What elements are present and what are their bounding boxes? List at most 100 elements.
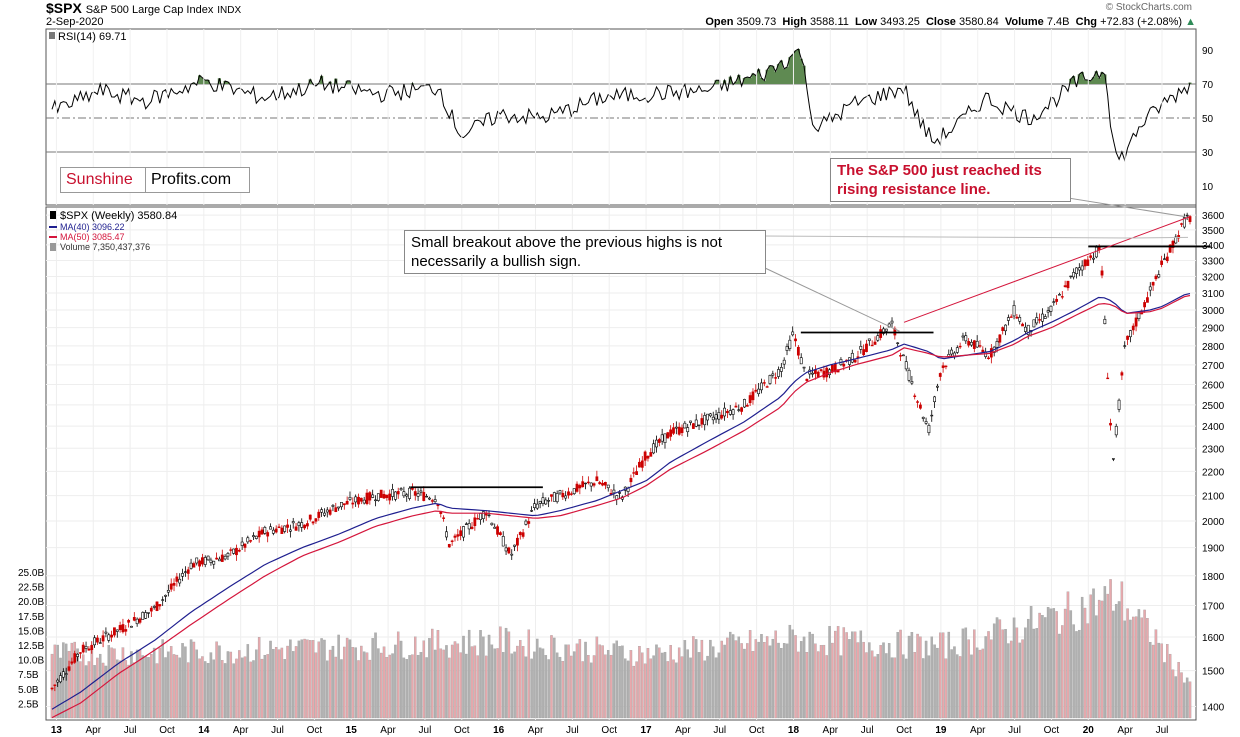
volume-bar xyxy=(1066,591,1070,719)
candle-body xyxy=(916,401,919,403)
volume-bar xyxy=(334,656,338,719)
volume-bar xyxy=(150,654,153,719)
candle-body xyxy=(1154,275,1158,280)
volume-bar xyxy=(206,663,210,719)
volume-bar xyxy=(538,647,542,719)
volume-bar xyxy=(910,632,914,719)
volume-bar xyxy=(101,662,105,719)
candle-body xyxy=(521,532,525,537)
candle-body xyxy=(941,365,945,368)
candle-body xyxy=(351,502,355,505)
volume-bar xyxy=(981,648,985,719)
candle-body xyxy=(598,482,602,485)
breakout-annotation: Small breakout above the previous highs … xyxy=(404,230,766,274)
candle-body xyxy=(1012,305,1016,317)
candle-body xyxy=(442,517,446,519)
candle-body xyxy=(81,644,85,653)
candle-body xyxy=(1041,313,1044,322)
volume-bar xyxy=(697,652,701,719)
volume-bar xyxy=(343,646,346,719)
candle-body xyxy=(680,427,684,433)
volume-bar xyxy=(1061,625,1064,719)
ohlc-readout: Open 3509.73 High 3588.11 Low 3493.25 Cl… xyxy=(705,16,1196,28)
price-tick-label: 1400 xyxy=(1202,703,1225,714)
candle-body xyxy=(64,673,68,675)
breakout-leader-2 xyxy=(751,235,1189,239)
candle-body xyxy=(419,490,423,493)
candle-body xyxy=(853,359,857,363)
volume-bar xyxy=(64,643,68,719)
candle-body xyxy=(396,491,400,495)
volume-bar xyxy=(374,632,377,719)
volume-bar xyxy=(973,629,976,719)
volume-bar xyxy=(763,642,766,719)
candle-body xyxy=(904,361,908,370)
candle-body xyxy=(1046,310,1050,313)
ma50-line xyxy=(51,294,1191,719)
volume-bar xyxy=(294,646,298,719)
volume-bar xyxy=(677,647,681,719)
volume-bar xyxy=(260,658,264,719)
volume-bar xyxy=(272,649,275,719)
volume-bar xyxy=(255,649,258,719)
volume-bar xyxy=(927,655,931,719)
volume-bar xyxy=(482,636,485,719)
candle-body xyxy=(901,354,905,357)
candle-body xyxy=(445,531,448,538)
candle-body xyxy=(663,433,667,444)
volume-bar xyxy=(317,641,321,719)
volume-bar xyxy=(121,647,125,719)
candle-body xyxy=(376,493,380,501)
price-tick-label: 1900 xyxy=(1202,544,1225,555)
volume-bar xyxy=(933,644,936,719)
candle-body xyxy=(1049,305,1053,312)
volume-bar xyxy=(675,662,678,719)
candle-body xyxy=(825,367,829,378)
volume-bar xyxy=(414,636,417,719)
candle-body xyxy=(918,404,922,409)
volume-bar xyxy=(1174,676,1178,719)
candle-body xyxy=(970,342,973,346)
high-label: High xyxy=(782,16,807,28)
volume-bar xyxy=(360,645,363,719)
candle-body xyxy=(791,331,795,336)
volume-bar xyxy=(297,640,301,719)
volume-bar xyxy=(504,627,508,719)
candle-body xyxy=(1168,244,1172,253)
ma40-line xyxy=(51,293,1191,710)
volume-bar xyxy=(706,655,709,719)
volume-bar xyxy=(694,639,698,719)
volume-bar xyxy=(396,631,400,719)
volume-bar xyxy=(70,642,74,719)
volume-bar xyxy=(158,647,162,719)
volume-bar xyxy=(1063,608,1067,719)
candle-body xyxy=(584,482,587,485)
volume-bar xyxy=(419,652,423,719)
candle-body xyxy=(493,526,497,529)
candle-body xyxy=(723,407,726,417)
volume-bar xyxy=(394,644,397,719)
volume-bar xyxy=(805,652,809,719)
candle-body xyxy=(399,488,403,491)
volume-bar xyxy=(714,657,718,719)
volume-bar xyxy=(825,655,828,719)
volume-bar xyxy=(232,663,235,719)
volume-bar xyxy=(663,651,667,719)
volume-bar xyxy=(141,655,145,719)
candle-body xyxy=(127,620,131,623)
volume-bar xyxy=(777,642,780,719)
candle-body xyxy=(130,625,133,628)
candle-body xyxy=(1004,324,1007,332)
volume-bar xyxy=(1109,579,1112,719)
x-tick-label: Apr xyxy=(380,725,396,736)
volume-bar xyxy=(666,661,670,719)
legend-price: $SPX (Weekly) 3580.84 xyxy=(60,210,177,222)
candle-body xyxy=(950,349,954,355)
candle-body xyxy=(714,414,718,420)
candle-body xyxy=(1094,246,1098,258)
volume-bar xyxy=(717,652,721,719)
candle-body xyxy=(498,532,502,535)
volume-bar xyxy=(547,659,550,719)
price-tick-label: 2700 xyxy=(1202,361,1225,372)
volume-bar xyxy=(936,647,939,719)
